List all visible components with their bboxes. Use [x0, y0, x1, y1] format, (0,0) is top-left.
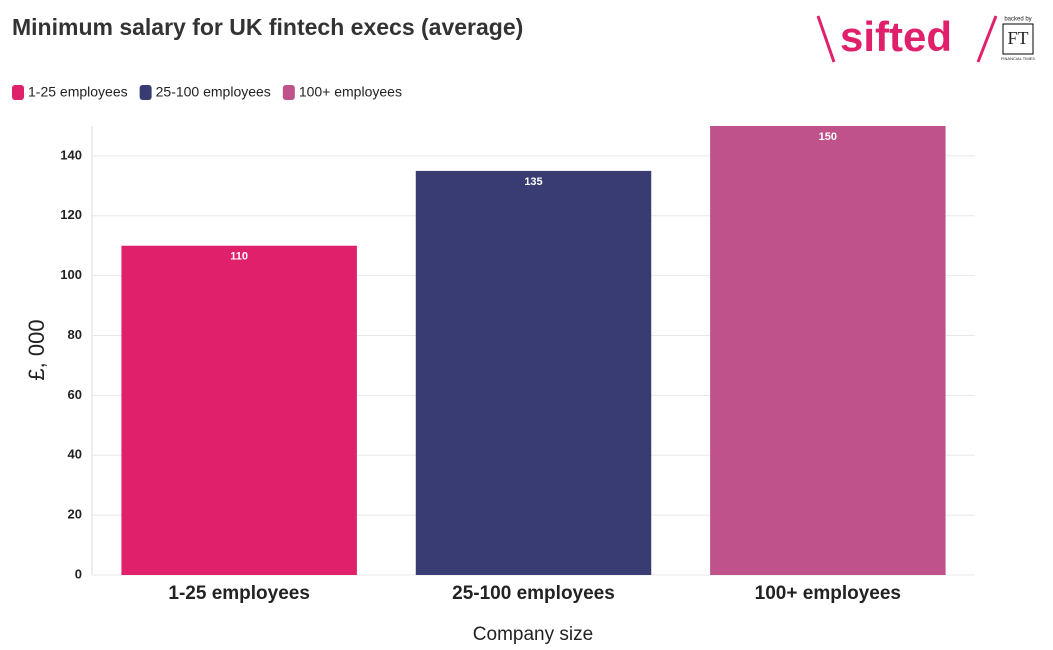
chart-title: Minimum salary for UK fintech execs (ave… [12, 14, 523, 40]
logo-slash [976, 15, 998, 63]
y-tick-label: 100 [60, 267, 82, 282]
y-tick-label: 80 [68, 327, 82, 342]
value-label: 150 [819, 131, 837, 143]
bar [121, 245, 357, 575]
value-label: 135 [524, 176, 542, 188]
value-label: 110 [230, 251, 248, 263]
logo-backer-name: FINANCIAL TIMES [1001, 56, 1035, 61]
legend-label: 100+ employees [299, 84, 402, 100]
logo: sifted backed by FT FINANCIAL TIMES [816, 13, 1035, 63]
bar [710, 126, 946, 575]
bar [415, 170, 652, 575]
logo-note: backed by [1004, 17, 1031, 23]
logo-slash [816, 15, 836, 63]
logo-box [1002, 23, 1034, 55]
legend-swatch [12, 85, 24, 100]
legend-swatch [139, 85, 152, 100]
y-tick-label: 40 [68, 447, 82, 462]
y-tick-label: 20 [68, 507, 82, 522]
legend-label: 1-25 employees [28, 84, 128, 100]
x-tick-label: 25-100 employees [452, 583, 615, 604]
y-tick-label: 120 [60, 207, 82, 222]
logo-backer: FT [1007, 28, 1028, 48]
y-tick-label: 0 [75, 566, 82, 581]
y-tick-label: 140 [60, 147, 82, 162]
legend-label: 25-100 employees [156, 84, 271, 100]
x-tick-label: 100+ employees [755, 583, 901, 604]
x-axis-label: Company size [473, 624, 593, 645]
x-tick-label: 1-25 employees [168, 583, 310, 604]
legend-swatch [282, 85, 295, 100]
y-tick-label: 60 [68, 387, 82, 402]
y-axis-label: £, 000 [24, 319, 49, 380]
logo-brand: sifted [840, 13, 952, 60]
